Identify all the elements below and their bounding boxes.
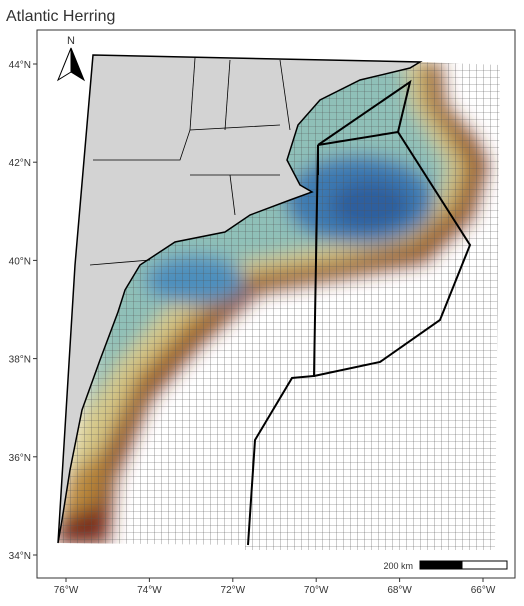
north-label: N: [67, 35, 75, 47]
y-tick-label: 42°N: [9, 158, 31, 169]
y-tick-label: 44°N: [9, 60, 31, 71]
x-tick-label: 70°W: [304, 585, 329, 596]
scale-bar: 200 km: [383, 560, 508, 571]
axes: 44°N 42°N 40°N 38°N 36°N 34°N 76°W 74°W 72°W 70°W…: [9, 60, 496, 596]
management-areas: [247, 79, 472, 546]
title: Atlantic Herring: [6, 8, 115, 25]
north-arrow: N: [56, 35, 86, 82]
y-tick-label: 40°N: [9, 256, 31, 267]
y-tick-label: 34°N: [9, 551, 31, 562]
x-tick-label: 68°W: [387, 585, 412, 596]
land: [57, 54, 423, 544]
x-tick-label: 74°W: [137, 585, 162, 596]
state-borders: [89, 57, 291, 266]
scale-label: 200 km: [383, 561, 413, 571]
panel-border: [36, 29, 516, 579]
x-tick-label: 76°W: [54, 585, 79, 596]
y-tick-label: 36°N: [9, 453, 31, 464]
x-tick-label: 72°W: [221, 585, 246, 596]
x-tick-label: 66°W: [471, 585, 496, 596]
y-tick-label: 38°N: [9, 355, 31, 366]
